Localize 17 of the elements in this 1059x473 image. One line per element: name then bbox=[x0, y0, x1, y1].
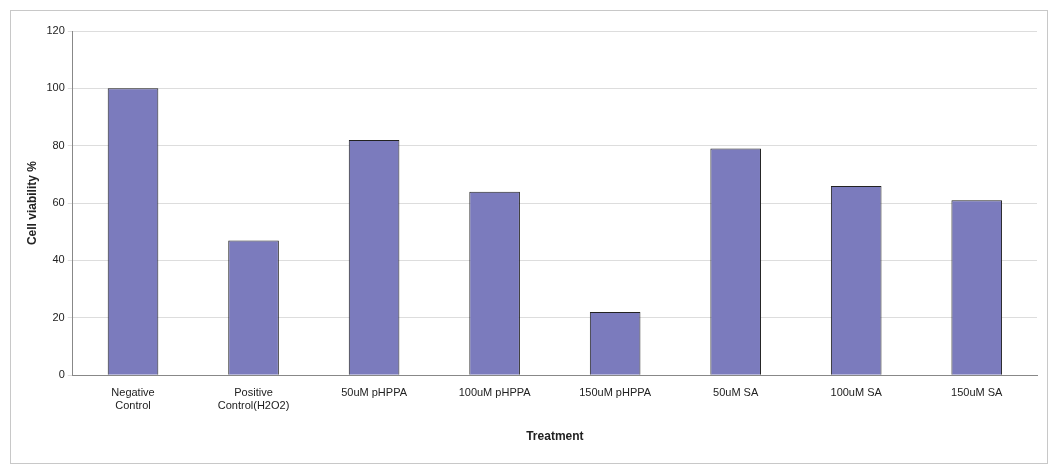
x-tick-label: 100uM SA bbox=[830, 385, 883, 398]
x-tick-label: Positive Control(H2O2) bbox=[217, 385, 290, 412]
x-axis-title: Treatment bbox=[526, 429, 584, 444]
y-tick-label: 100 bbox=[46, 81, 65, 94]
y-tick-label: 80 bbox=[52, 138, 65, 151]
x-tick-label: 50uM pHPPA bbox=[341, 385, 408, 398]
y-tick-label: 60 bbox=[52, 196, 65, 209]
y-tick-label: 20 bbox=[52, 310, 65, 323]
x-tick-label: Negative Control bbox=[111, 385, 155, 412]
x-tick-label: 50uM SA bbox=[713, 385, 759, 398]
y-tick-label: 0 bbox=[58, 368, 65, 381]
x-tick-label: 150uM SA bbox=[951, 385, 1004, 398]
y-tick-label: 120 bbox=[46, 24, 65, 37]
y-tick-label: 40 bbox=[52, 253, 65, 266]
x-tick-label: 100uM pHPPA bbox=[458, 385, 532, 398]
y-axis-title: Cell viability % bbox=[24, 160, 39, 246]
x-tick-label: 150uM pHPPA bbox=[579, 385, 652, 398]
